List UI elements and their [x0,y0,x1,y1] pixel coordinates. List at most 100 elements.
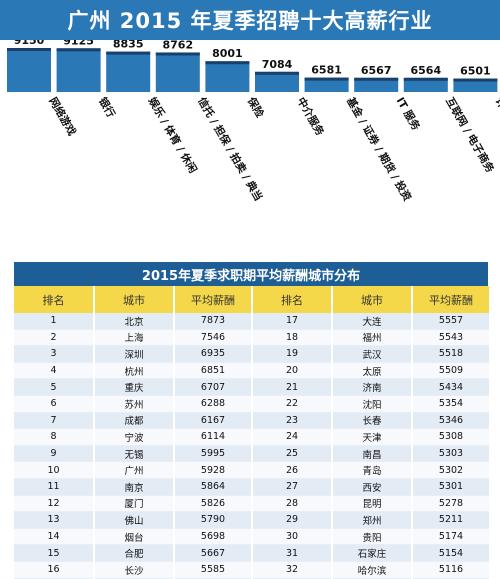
table-title: 2015年夏季求职期平均薪酬城市分布 [14,262,488,286]
city-cell: 南昌 [332,445,413,463]
bar-cap [354,77,399,81]
city-cell: 长沙 [94,561,175,579]
table-row: 9 无锡 5995 25 南昌 5303 [14,445,491,463]
bar-value-label: 6501 [460,65,491,78]
bar-cap [453,78,498,82]
rank-cell: 28 [252,495,333,513]
table-row: 6 苏州 6288 22 沈阳 5354 [14,395,491,413]
salary-cell: 5308 [412,428,491,446]
bar [7,48,51,92]
bar-cap [106,51,151,55]
rank-cell: 26 [252,461,333,479]
salary-cell: 6288 [174,395,253,413]
salary-cell: 5585 [174,561,253,579]
salary-cell: 5790 [174,511,253,529]
salary-cell: 6707 [174,378,253,396]
bar-cap [403,77,448,81]
category-label: 网络游戏 [46,95,79,138]
salary-cell: 5211 [412,511,491,529]
bar-value-label: 6564 [410,64,441,77]
rank-cell: 21 [252,378,333,396]
rank-cell: 32 [252,561,333,579]
category-label: IT 服务 [394,95,423,133]
salary-cell: 5302 [412,461,491,479]
rank-cell: 4 [14,362,95,380]
table-row: 8 宁波 6114 24 天津 5308 [14,428,491,446]
bar-cap [155,52,200,56]
rank-cell: 20 [252,362,333,380]
city-cell: 郑州 [332,511,413,529]
city-cell: 烟台 [94,528,175,546]
salary-cell: 5667 [174,544,253,562]
bar [255,71,299,92]
table-row: 7 成都 6167 23 长春 5346 [14,412,491,430]
category-label: 娱乐 / 体育 / 休闲 [146,95,200,175]
city-cell: 北京 [94,313,175,330]
rank-cell: 8 [14,428,95,446]
category-label: 保险 [244,94,267,120]
salary-cell: 5354 [412,395,491,413]
city-cell: 南京 [94,478,175,496]
salary-cell: 5826 [174,495,253,513]
table-row: 10 广州 5928 26 青岛 5302 [14,461,491,479]
rank-cell: 7 [14,412,95,430]
table-row: 12 厦门 5826 28 昆明 5278 [14,495,491,513]
salary-cell: 5278 [412,495,491,513]
header-city: 城市 [94,286,175,313]
city-cell: 石家庄 [332,544,413,562]
table-row: 14 烟台 5698 30 贵阳 5174 [14,528,491,546]
rank-cell: 11 [14,478,95,496]
salary-cell: 6167 [174,412,253,430]
category-label: 银行 [96,95,118,120]
salary-cell: 5116 [412,561,491,579]
city-cell: 太原 [332,362,413,380]
bar-value-label: 6581 [311,64,342,77]
city-cell: 哈尔滨 [332,561,413,579]
bar [304,77,349,92]
bar [56,48,101,92]
salary-cell: 5928 [174,461,253,479]
city-cell: 苏州 [94,395,175,413]
bar [403,77,448,92]
bar [106,51,151,92]
city-cell: 大连 [332,313,413,330]
header-rank: 排名 [14,286,95,313]
bar-cap [304,77,349,81]
city-cell: 深圳 [94,345,175,363]
page-title: 广州 2015 年夏季招聘十大高薪行业 [0,0,500,40]
table-row: 5 重庆 6707 21 济南 5434 [14,378,491,396]
rank-cell: 31 [252,544,333,562]
bar [453,78,498,92]
city-cell: 厦门 [94,495,175,513]
salary-cell: 5518 [412,345,491,363]
salary-cell: 5154 [412,544,491,562]
rank-cell: 22 [252,395,333,413]
salary-cell: 5864 [174,478,253,496]
salary-cell: 7873 [174,313,253,330]
city-cell: 广州 [94,461,175,479]
rank-cell: 27 [252,478,333,496]
rank-cell: 17 [252,313,333,330]
table-row: 15 合肥 5667 31 石家庄 5154 [14,544,491,562]
salary-cell: 5698 [174,528,253,546]
bar [155,52,200,92]
salary-cell: 6851 [174,362,253,380]
header-salary: 平均薪酬 [412,286,491,313]
rank-cell: 12 [14,495,95,513]
salary-cell: 5303 [412,445,491,463]
bar-value-label: 6567 [361,64,392,77]
city-salary-table-panel: 2015年夏季求职期平均薪酬城市分布 排名 城市 平均薪酬 排名 城市 平均薪酬… [14,262,491,579]
rank-cell: 6 [14,395,95,413]
table-row: 13 佛山 5790 29 郑州 5211 [14,511,491,529]
city-cell: 上海 [94,329,175,347]
rank-cell: 29 [252,511,333,529]
rank-cell: 23 [252,412,333,430]
city-cell: 西安 [332,478,413,496]
rank-cell: 9 [14,445,95,463]
bar-cap [255,71,299,75]
table-header-row: 排名 城市 平均薪酬 排名 城市 平均薪酬 [14,286,491,313]
rank-cell: 1 [14,313,95,330]
rank-cell: 14 [14,528,95,546]
bar-cap [205,61,250,65]
bar [205,61,250,92]
